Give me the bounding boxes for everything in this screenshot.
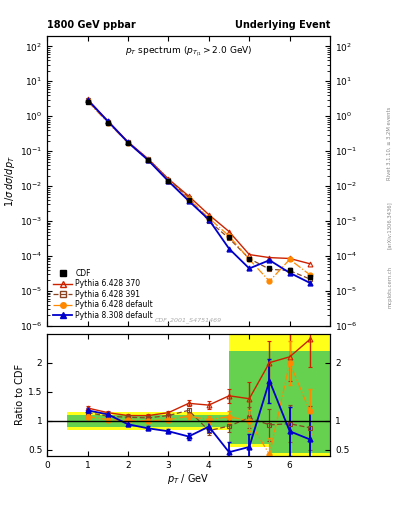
X-axis label: $p_T$ / GeV: $p_T$ / GeV xyxy=(167,472,210,486)
Y-axis label: $1/\sigma\,d\sigma/dp_T$: $1/\sigma\,d\sigma/dp_T$ xyxy=(3,155,17,207)
Text: [arXiv:1306.3436]: [arXiv:1306.3436] xyxy=(387,201,392,249)
Text: CDF_2001_S4751469: CDF_2001_S4751469 xyxy=(155,317,222,323)
Text: Rivet 3.1.10, ≥ 3.2M events: Rivet 3.1.10, ≥ 3.2M events xyxy=(387,106,392,180)
Text: $p_T$ spectrum ($p_{T_{|1}} > 2.0$ GeV): $p_T$ spectrum ($p_{T_{|1}} > 2.0$ GeV) xyxy=(125,45,252,58)
Text: mcplots.cern.ch: mcplots.cern.ch xyxy=(387,266,392,308)
Text: Underlying Event: Underlying Event xyxy=(235,20,330,30)
Text: 1800 GeV ppbar: 1800 GeV ppbar xyxy=(47,20,136,30)
Y-axis label: Ratio to CDF: Ratio to CDF xyxy=(15,364,25,425)
Legend: CDF, Pythia 6.428 370, Pythia 6.428 391, Pythia 6.428 default, Pythia 8.308 defa: CDF, Pythia 6.428 370, Pythia 6.428 391,… xyxy=(51,266,156,322)
